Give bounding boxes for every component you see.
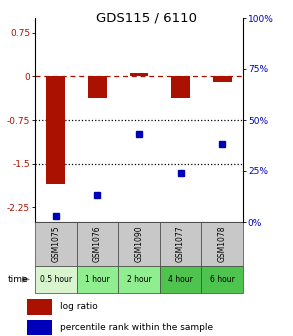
Text: GDS115 / 6110: GDS115 / 6110 <box>96 12 197 25</box>
Text: GSM1077: GSM1077 <box>176 226 185 262</box>
Bar <box>118 266 160 293</box>
Bar <box>88 76 107 98</box>
Bar <box>130 73 148 76</box>
Bar <box>76 222 118 266</box>
Text: log ratio: log ratio <box>60 302 98 311</box>
Bar <box>171 76 190 98</box>
Text: GSM1090: GSM1090 <box>134 226 144 262</box>
Text: GSM1076: GSM1076 <box>93 226 102 262</box>
Text: GSM1075: GSM1075 <box>51 226 60 262</box>
Bar <box>76 266 118 293</box>
Text: GSM1078: GSM1078 <box>218 226 227 262</box>
Text: time: time <box>7 275 28 284</box>
Text: 0.5 hour: 0.5 hour <box>40 275 72 284</box>
Bar <box>201 222 243 266</box>
Text: 1 hour: 1 hour <box>85 275 110 284</box>
Text: percentile rank within the sample: percentile rank within the sample <box>60 323 213 332</box>
Bar <box>160 266 201 293</box>
Text: 6 hour: 6 hour <box>210 275 235 284</box>
Polygon shape <box>22 276 30 283</box>
Bar <box>160 222 201 266</box>
Bar <box>201 266 243 293</box>
Text: 4 hour: 4 hour <box>168 275 193 284</box>
Bar <box>28 320 52 335</box>
Bar <box>213 76 231 82</box>
Bar <box>46 76 65 184</box>
Bar <box>35 266 76 293</box>
Bar <box>35 222 76 266</box>
Bar <box>28 299 52 315</box>
Text: 2 hour: 2 hour <box>127 275 151 284</box>
Bar <box>118 222 160 266</box>
